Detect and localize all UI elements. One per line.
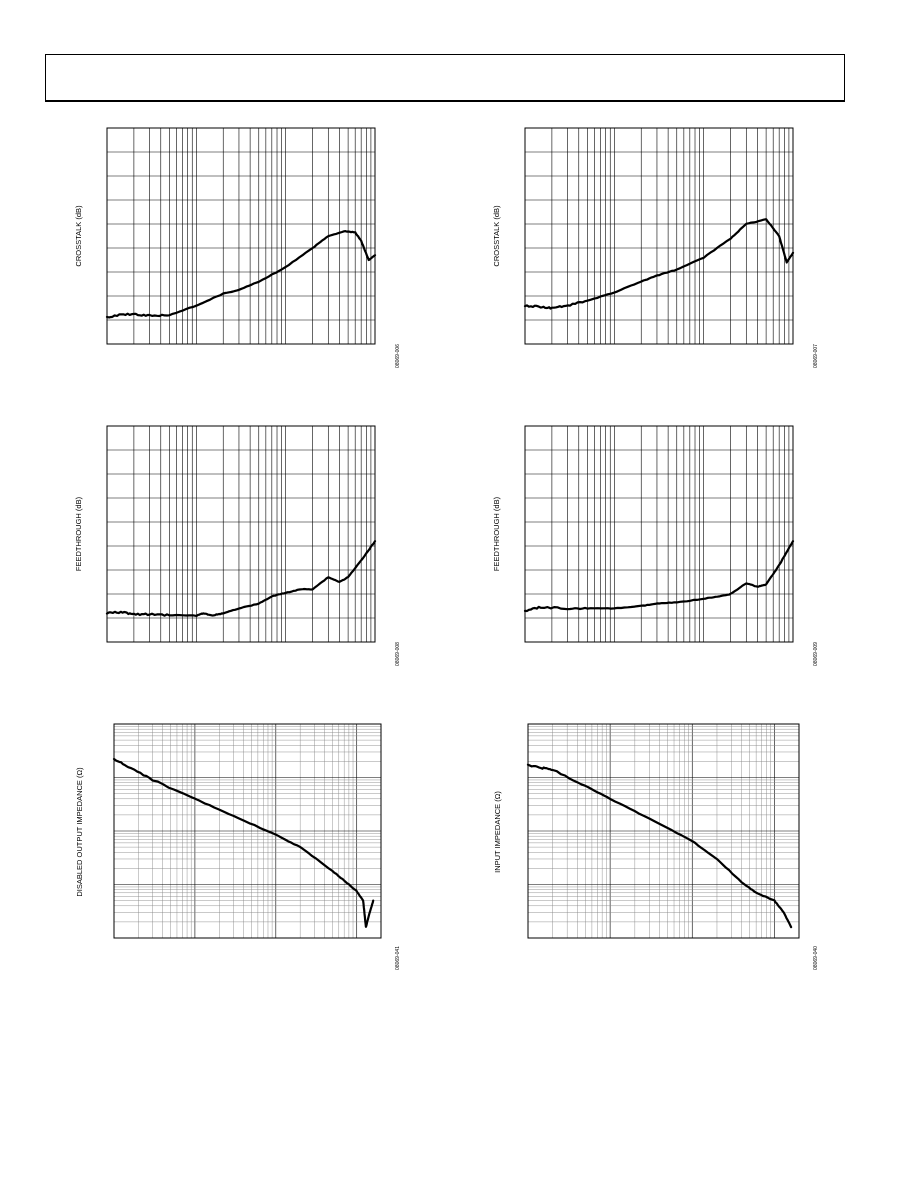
- chart-grid: [524, 127, 793, 345]
- page-header-box: [45, 54, 845, 102]
- input-impedance-chart: INPUT IMPEDANCE (Ω) 08069-040: [493, 723, 819, 970]
- chart-series-line: [112, 757, 375, 928]
- y-axis-label: DISABLED OUTPUT IMPEDANCE (Ω): [75, 767, 84, 897]
- plot-frame: [113, 723, 382, 939]
- chart-series-line: [523, 540, 795, 613]
- plot-frame: [524, 127, 794, 345]
- figure-id: 08069-007: [813, 344, 819, 368]
- disabled-output-impedance-chart: DISABLED OUTPUT IMPEDANCE (Ω) 08069-041: [75, 723, 401, 970]
- chart-grid: [106, 127, 375, 345]
- chart-grid: [527, 724, 799, 939]
- plot-frame: [527, 723, 800, 939]
- y-axis-label: FEEDTHROUGH (dB): [492, 496, 501, 571]
- crosstalk-chart-1: CROSSTALK (dB) 08069-006: [74, 127, 401, 368]
- figure-id: 08069-041: [395, 946, 401, 970]
- chart-grid: [113, 724, 381, 939]
- y-axis-label: CROSSTALK (dB): [74, 205, 83, 267]
- y-axis-label: CROSSTALK (dB): [492, 205, 501, 267]
- crosstalk-chart-2: CROSSTALK (dB) 08069-007: [492, 127, 819, 368]
- chart-series-line: [526, 763, 793, 929]
- figure-id: 08069-008: [395, 642, 401, 666]
- plot-frame: [524, 425, 794, 643]
- y-axis-label: FEEDTHROUGH (dB): [74, 496, 83, 571]
- chart-series-line: [523, 218, 795, 310]
- y-axis-label: INPUT IMPEDANCE (Ω): [493, 791, 502, 873]
- figure-id: 08069-009: [813, 642, 819, 666]
- feedthrough-chart-2: FEEDTHROUGH (dB) 08069-009: [492, 425, 819, 666]
- figure-id: 08069-040: [813, 946, 819, 970]
- chart-series-line: [105, 540, 377, 617]
- plot-frame: [106, 425, 376, 643]
- chart-series-line: [105, 230, 377, 319]
- chart-grid: [106, 425, 375, 643]
- figure-id: 08069-006: [395, 344, 401, 368]
- plot-frame: [106, 127, 376, 345]
- feedthrough-chart-1: FEEDTHROUGH (dB) 08069-008: [74, 425, 401, 666]
